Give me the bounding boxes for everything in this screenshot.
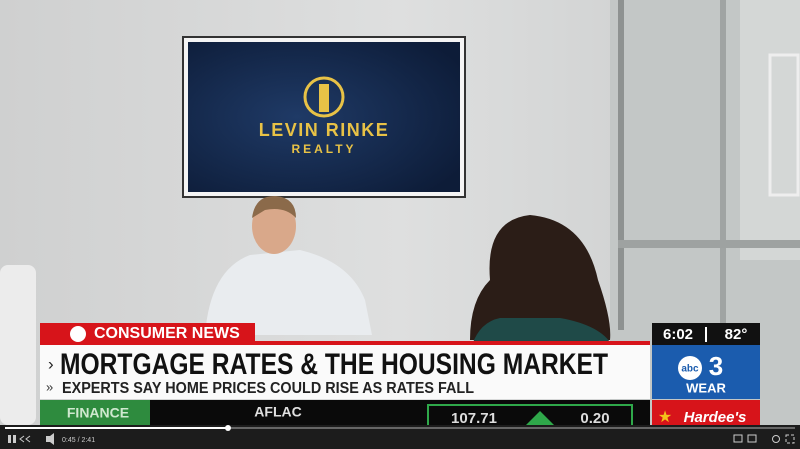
divider	[705, 327, 707, 342]
pause-button[interactable]	[13, 435, 16, 443]
ticker-segment: FINANCE	[67, 405, 129, 421]
abc-circle	[678, 356, 702, 380]
logo-icon	[303, 76, 345, 118]
volume-button[interactable]	[46, 433, 54, 445]
progress-track[interactable]	[5, 427, 795, 429]
station-icon	[70, 326, 86, 342]
time: 6:02	[663, 326, 693, 343]
network: abc	[681, 364, 699, 375]
chevron: ›	[48, 354, 54, 373]
sponsor-bg	[652, 400, 760, 425]
person	[470, 215, 611, 340]
player-time: 0:45 / 2:41	[62, 437, 95, 444]
person-hair	[252, 195, 296, 218]
captions-button[interactable]	[733, 434, 743, 443]
fullscreen-button[interactable]	[785, 434, 795, 444]
call-sign: WEAR	[686, 380, 726, 395]
person-top	[472, 318, 612, 345]
chair	[0, 265, 36, 425]
channel: 3	[709, 351, 723, 381]
progress-played	[5, 427, 228, 429]
headline-bar	[40, 345, 650, 399]
frame	[618, 0, 624, 330]
subhead: EXPERTS SAY HOME PRICES COULD RISE AS RA…	[62, 380, 474, 397]
logo-icon	[319, 84, 329, 112]
pause-button[interactable]	[8, 435, 11, 443]
station-logo-bg	[652, 345, 760, 399]
chevron: »	[46, 379, 53, 394]
segment-bg	[40, 400, 150, 425]
up-arrow	[526, 411, 554, 425]
section-label: CONSUMER NEWS	[94, 325, 240, 342]
settings-button[interactable]	[772, 435, 780, 443]
red-rule	[40, 341, 650, 345]
tv-brand: LEVIN RINKE	[259, 120, 390, 140]
section-bar	[40, 323, 255, 345]
ticker-company: AFLAC	[254, 404, 301, 420]
tv-sub: REALTY	[291, 142, 356, 156]
frame	[720, 0, 726, 330]
frame	[768, 53, 800, 197]
ticker-change: 0.20	[580, 410, 609, 427]
ticker-price: 107.71	[451, 410, 497, 427]
pip-button[interactable]	[747, 434, 757, 443]
headline: MORTGAGE RATES & THE HOUSING MARKET	[60, 348, 608, 381]
sponsor-star: ★	[658, 409, 672, 426]
frame	[618, 240, 800, 248]
person-head	[252, 198, 296, 254]
person	[205, 250, 372, 335]
progress-handle[interactable]	[225, 425, 231, 431]
temperature: 82°	[725, 326, 748, 343]
sponsor: Hardee's	[684, 409, 747, 426]
rewind-button[interactable]	[19, 435, 31, 443]
